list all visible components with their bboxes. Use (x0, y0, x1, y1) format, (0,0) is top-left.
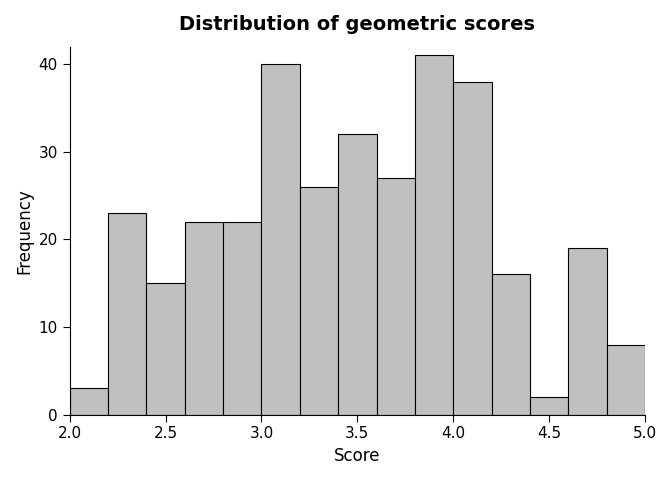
Bar (70, 388, 108, 415)
Bar (108, 213, 146, 415)
Bar (645, 406, 672, 415)
Bar (223, 222, 261, 415)
Bar (607, 345, 645, 415)
Title: Distribution of geometric scores: Distribution of geometric scores (179, 15, 536, 34)
Bar (185, 222, 223, 415)
Y-axis label: Frequency: Frequency (15, 188, 33, 274)
Bar (338, 134, 376, 415)
Bar (376, 178, 415, 415)
Bar (261, 64, 300, 415)
Bar (569, 248, 607, 415)
Bar (146, 283, 185, 415)
Bar (300, 187, 338, 415)
Bar (530, 397, 569, 415)
Bar (415, 55, 453, 415)
Bar (453, 82, 491, 415)
X-axis label: Score: Score (334, 447, 380, 465)
Bar (491, 275, 530, 415)
